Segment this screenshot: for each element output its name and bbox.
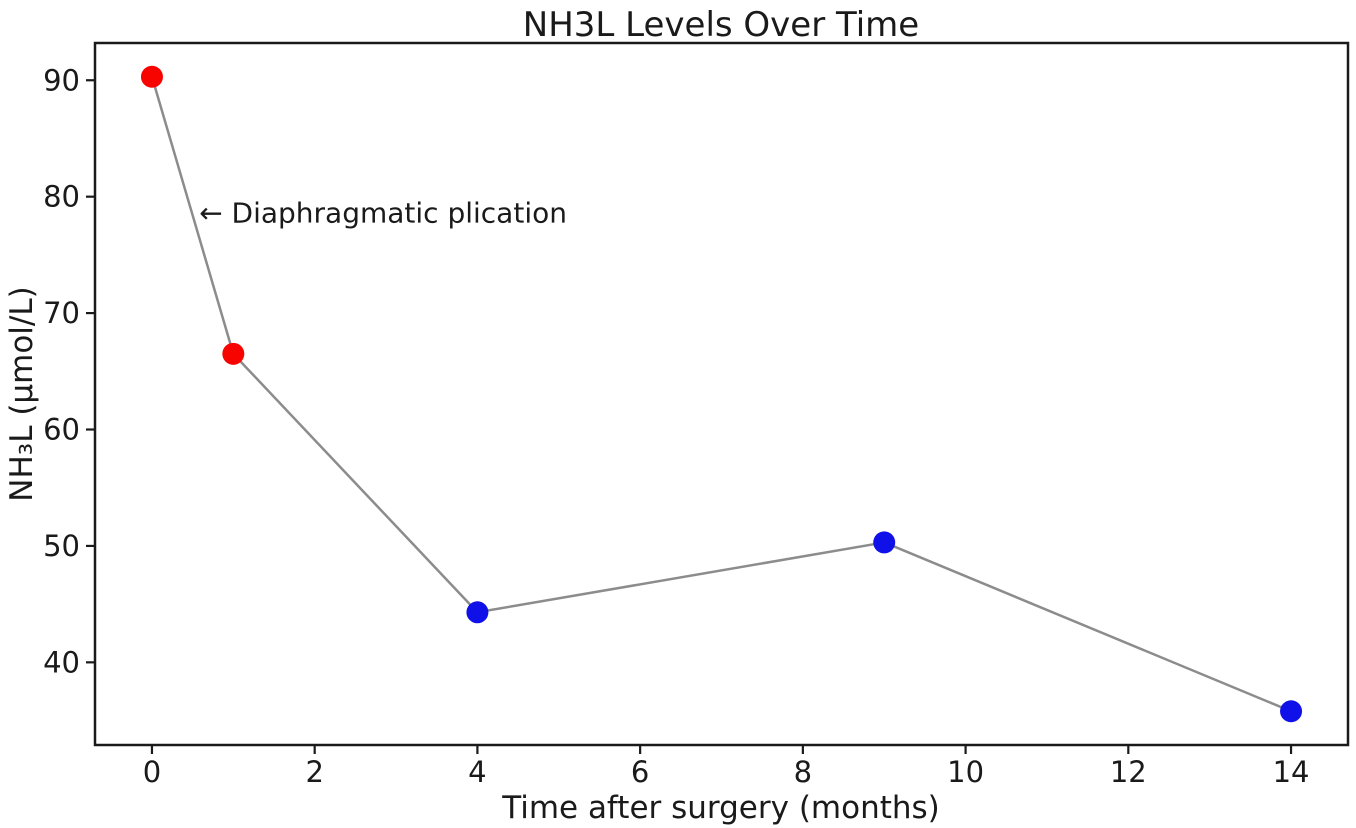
y-axis-label: NH₃L (μmol/L)	[4, 286, 40, 501]
data-point-red-month-0	[140, 65, 163, 88]
y-tick-label: 90	[43, 63, 80, 97]
data-point-blue-month-9	[873, 531, 896, 554]
x-tick-label: 12	[1110, 755, 1147, 789]
series-line	[150, 76, 1292, 713]
y-tick-label: 60	[43, 413, 80, 447]
annotation-diaphragmatic-plication: ← Diaphragmatic plication	[199, 196, 567, 229]
x-tick-label: 8	[794, 755, 812, 789]
axes-layer: 0 2 4 6 8 10 12 14 40 50 60 70 80 90	[43, 41, 1350, 789]
x-axis-label: Time after surgery (months)	[501, 790, 940, 826]
y-tick-label: 50	[43, 529, 80, 563]
plot-border	[93, 41, 1350, 747]
x-tick-label: 6	[631, 755, 649, 789]
data-point-blue-month-4	[466, 601, 489, 624]
data-point-red-month-1	[222, 342, 245, 365]
x-tick-label: 10	[947, 755, 984, 789]
data-point-blue-month-14	[1280, 700, 1303, 723]
series-layer	[140, 65, 1303, 723]
x-tick-label: 2	[305, 755, 323, 789]
x-tick-label: 0	[143, 755, 161, 789]
chart-title: NH3L Levels Over Time	[523, 5, 919, 45]
y-tick-label: 80	[43, 180, 80, 214]
x-tick-label: 4	[468, 755, 486, 789]
y-tick-label: 40	[43, 645, 80, 679]
x-tick-label: 14	[1273, 755, 1310, 789]
y-tick-label: 70	[43, 296, 80, 330]
